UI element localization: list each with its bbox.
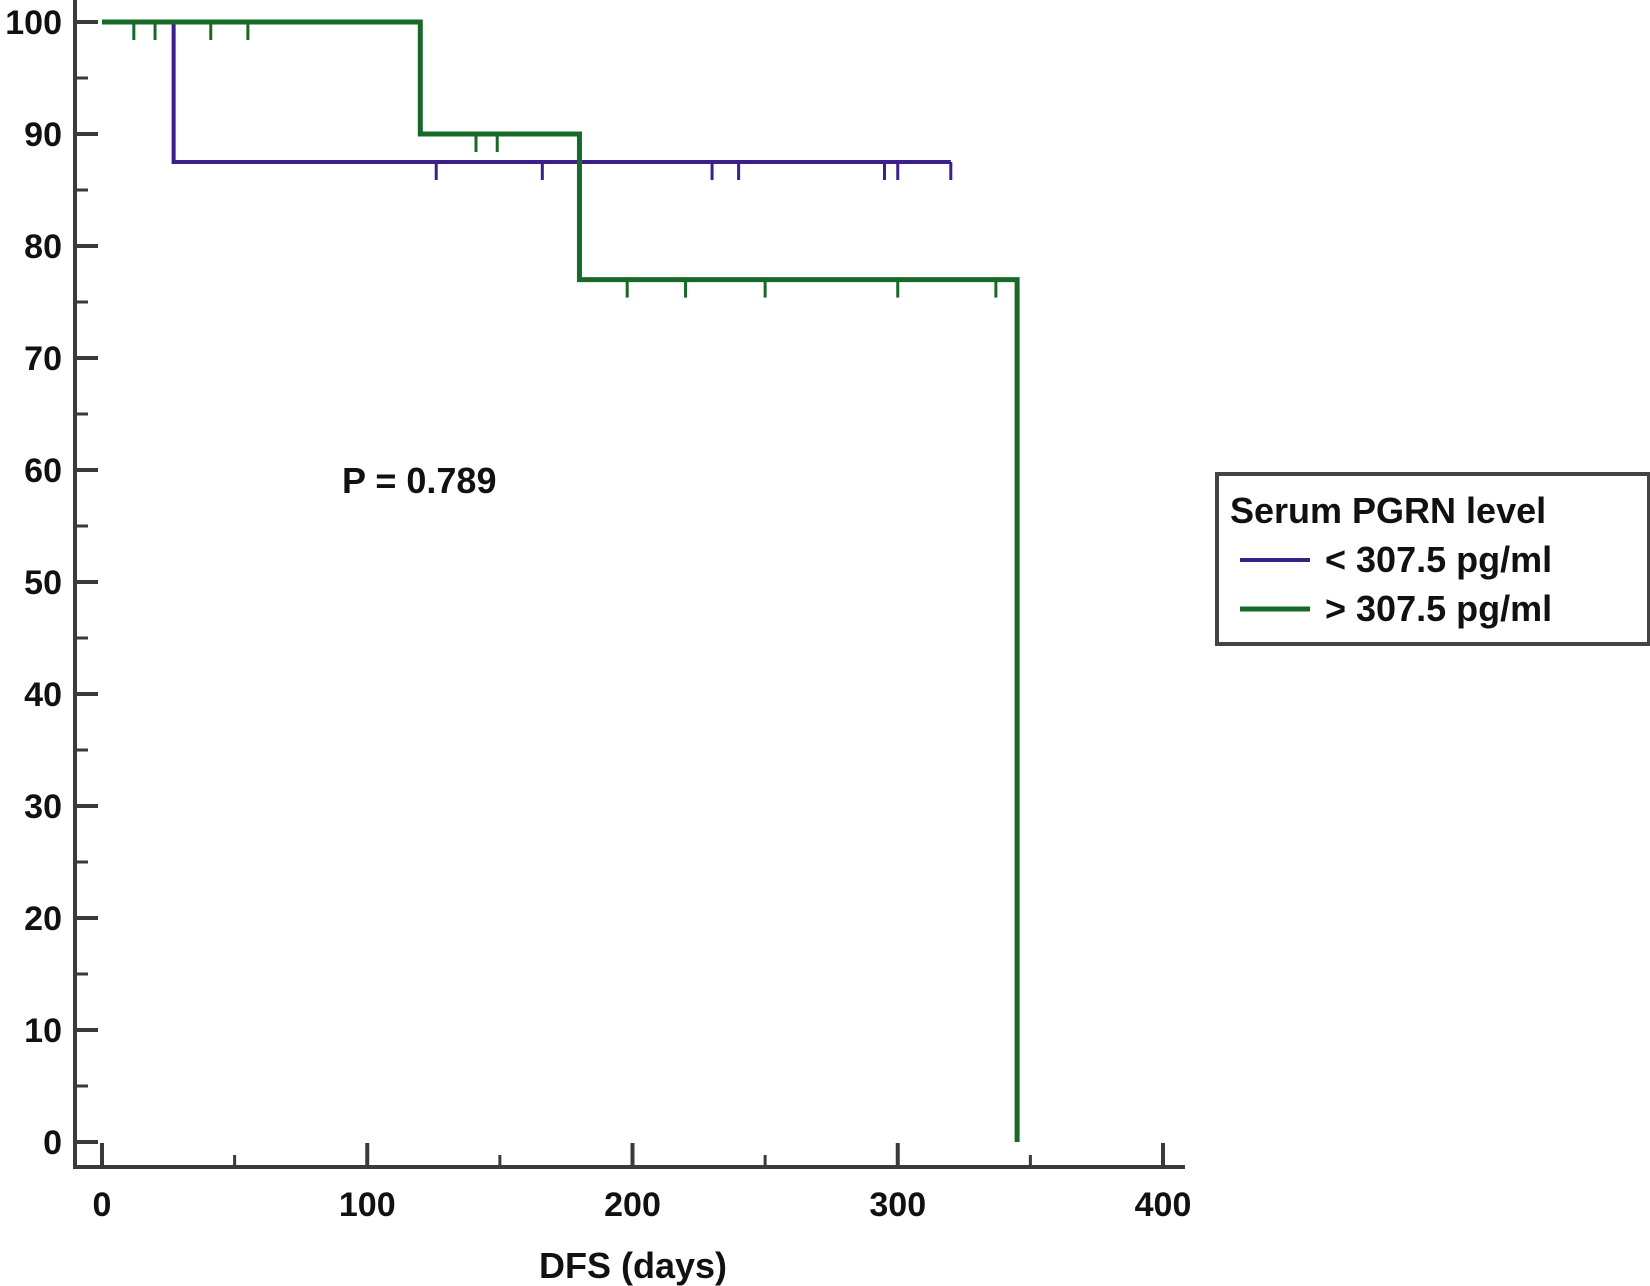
p-value-annotation: P = 0.789 bbox=[342, 460, 496, 501]
legend: Serum PGRN level < 307.5 pg/ml > 307.5 p… bbox=[1215, 472, 1650, 646]
y-tick-label-10: 10 bbox=[24, 1012, 62, 1050]
y-tick-label-80: 80 bbox=[24, 228, 62, 266]
series-line-1 bbox=[102, 19, 1020, 1142]
x-tick-label-400: 400 bbox=[1135, 1186, 1192, 1224]
x-tick-label-0: 0 bbox=[93, 1186, 112, 1224]
y-tick-label-60: 60 bbox=[24, 452, 62, 490]
y-tick-label-20: 20 bbox=[24, 900, 62, 938]
x-tick-label-200: 200 bbox=[604, 1186, 661, 1224]
legend-label-low: < 307.5 pg/ml bbox=[1325, 539, 1552, 580]
legend-label-high: > 307.5 pg/ml bbox=[1325, 588, 1552, 629]
x-axis-title: DFS (days) bbox=[539, 1245, 727, 1286]
x-tick-label-300: 300 bbox=[869, 1186, 926, 1224]
y-tick-label-40: 40 bbox=[24, 676, 62, 714]
y-tick-label-90: 90 bbox=[24, 116, 62, 154]
x-ticks: 0 100 200 300 400 bbox=[93, 1143, 1192, 1224]
y-ticks: 0 10 20 30 40 50 60 70 80 90 100 bbox=[5, 4, 98, 1162]
y-tick-label-30: 30 bbox=[24, 788, 62, 826]
series-layer bbox=[102, 19, 1020, 1142]
y-tick-label-70: 70 bbox=[24, 340, 62, 378]
y-tick-label-0: 0 bbox=[43, 1124, 62, 1162]
y-tick-label-100: 100 bbox=[5, 4, 62, 42]
legend-title: Serum PGRN level bbox=[1230, 490, 1546, 531]
y-tick-label-50: 50 bbox=[24, 564, 62, 602]
x-tick-label-100: 100 bbox=[339, 1186, 396, 1224]
series-line-0 bbox=[102, 20, 951, 164]
